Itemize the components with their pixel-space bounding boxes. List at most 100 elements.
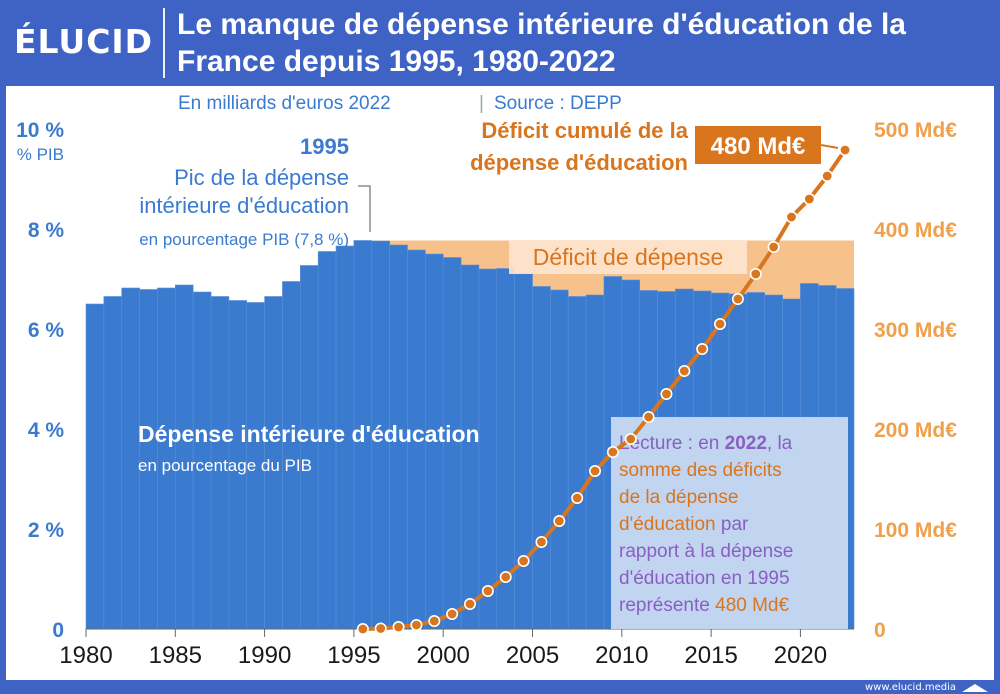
peak-year-label: 1995 bbox=[300, 134, 349, 159]
right-tick-label: 100 Md€ bbox=[874, 519, 957, 542]
left-tick-label: 8 % bbox=[28, 219, 65, 242]
lecture-line-5: rapport à la dépense bbox=[619, 541, 793, 562]
bar-1981 bbox=[103, 296, 123, 630]
header-divider bbox=[163, 8, 165, 78]
lecture-text-segment: rapport à la dépense bbox=[619, 541, 793, 562]
cumulative-value-label: 480 Md€ bbox=[711, 133, 806, 160]
peak-label-small: en pourcentage PIB (7,8 %) bbox=[139, 230, 349, 249]
deficit-label-bg bbox=[509, 240, 747, 274]
cumulative-point-1997 bbox=[392, 620, 405, 633]
cumulative-point-1995 bbox=[356, 622, 369, 635]
bar-2002 bbox=[478, 268, 498, 630]
bar-series-sublabel: en pourcentage du PIB bbox=[138, 456, 312, 475]
cumulative-label-line-2: dépense d'éducation bbox=[470, 150, 688, 175]
lecture-text-segment: d'éducation en 1995 bbox=[619, 568, 790, 589]
bar-2006 bbox=[550, 289, 569, 630]
cumulative-point-2003 bbox=[499, 570, 512, 583]
lecture-text-segment: 2022 bbox=[725, 433, 767, 454]
chart: 1980 1985 1990 1995 2000 2005 2010 2015 2020 0 2 %… bbox=[16, 93, 957, 669]
lecture-text-segment: représente bbox=[619, 595, 715, 616]
right-tick-label: 400 Md€ bbox=[874, 219, 957, 242]
x-tick-label-2000: 2000 bbox=[417, 642, 470, 669]
bar-1982 bbox=[121, 287, 140, 630]
cumulative-point-2009 bbox=[606, 445, 619, 458]
x-tick-label-2010: 2010 bbox=[595, 642, 648, 669]
left-tick-label: 10 % bbox=[16, 119, 64, 142]
cumulative-point-2012 bbox=[660, 387, 673, 400]
website-url[interactable]: www.elucid.media bbox=[864, 682, 956, 693]
lecture-text-segment: de la dépense bbox=[619, 487, 738, 508]
cumulative-point-1998 bbox=[410, 618, 423, 631]
x-tick-label-2005: 2005 bbox=[506, 642, 559, 669]
cumulative-point-2001 bbox=[463, 597, 476, 610]
bar-2001 bbox=[460, 264, 480, 630]
left-tick-label: 6 % bbox=[28, 319, 65, 342]
cumulative-point-2016 bbox=[731, 293, 744, 306]
cumulative-point-2019 bbox=[785, 211, 798, 224]
header: ÉLUCID Le manque de dépense intérieure d… bbox=[0, 0, 1000, 86]
cumulative-point-2008 bbox=[589, 464, 602, 477]
peak-label-line-2: intérieure d'éducation bbox=[139, 193, 349, 218]
cumulative-value-badge bbox=[695, 126, 821, 164]
cumulative-point-2007 bbox=[571, 491, 584, 504]
cumulative-point-2014 bbox=[696, 342, 709, 355]
peak-connector bbox=[358, 185, 371, 232]
cumulative-point-2013 bbox=[678, 364, 691, 377]
cumulative-point-1999 bbox=[428, 614, 441, 627]
right-tick-label: 300 Md€ bbox=[874, 319, 957, 342]
cumulative-point-1996 bbox=[374, 622, 387, 635]
lecture-text-segment: 480 Md€ bbox=[715, 595, 789, 616]
cumulative-point-2011 bbox=[642, 410, 655, 423]
cumulative-point-2020 bbox=[803, 193, 816, 206]
bar-1992 bbox=[300, 265, 319, 630]
x-tick-label-1985: 1985 bbox=[149, 642, 202, 669]
left-tick-label: 4 % bbox=[28, 419, 65, 442]
lecture-line-4: d'éducation par bbox=[619, 514, 749, 535]
x-tick-label-2020: 2020 bbox=[774, 642, 827, 669]
right-tick-label: 500 Md€ bbox=[874, 119, 957, 142]
x-tick-label-1990: 1990 bbox=[238, 642, 291, 669]
lecture-line-7: représente 480 Md€ bbox=[619, 595, 789, 616]
bar-1980 bbox=[85, 303, 105, 630]
lecture-box bbox=[611, 417, 848, 629]
source: Source : DEPP bbox=[494, 93, 622, 114]
bar-2007 bbox=[567, 296, 587, 630]
lecture-text-segment: d'éducation bbox=[619, 514, 716, 535]
lecture-line-6: d'éducation en 1995 bbox=[619, 568, 790, 589]
cumulative-point-2010 bbox=[624, 432, 637, 445]
cumulative-label-line-1: Déficit cumulé de la bbox=[481, 118, 688, 143]
cumulative-point-2006 bbox=[553, 514, 566, 527]
lecture-line-1: Lecture : en 2022, la bbox=[619, 433, 793, 454]
lecture-text-segment: Lecture : en bbox=[619, 433, 725, 454]
cumulative-deficit-line bbox=[362, 148, 847, 631]
lecture-line-3: de la dépense bbox=[619, 487, 738, 508]
cumulative-value-connector bbox=[820, 144, 839, 149]
chart-panel: 1980 1985 1990 1995 2000 2005 2010 2015 2020 0 2 %… bbox=[6, 86, 994, 680]
peak-label-line-1: Pic de la dépense bbox=[174, 165, 349, 190]
lecture-text-segment: par bbox=[716, 514, 749, 535]
lecture-text-segment: , la bbox=[767, 433, 793, 454]
brand-mark-icon bbox=[962, 684, 988, 692]
cumulative-point-2004 bbox=[517, 554, 530, 567]
bar-2005 bbox=[532, 286, 551, 630]
x-tick-label-1980: 1980 bbox=[59, 642, 112, 669]
brand-logo: ÉLUCID bbox=[14, 22, 154, 61]
lecture-text-segment: somme des déficits bbox=[619, 460, 782, 481]
bar-2004 bbox=[514, 273, 533, 630]
right-tick-label: 200 Md€ bbox=[874, 419, 957, 442]
cumulative-point-2022 bbox=[839, 143, 852, 156]
cumulative-point-2018 bbox=[767, 241, 780, 254]
x-tick-label-1995: 1995 bbox=[327, 642, 380, 669]
cumulative-point-2000 bbox=[446, 607, 459, 620]
cumulative-point-2021 bbox=[821, 170, 834, 183]
cumulative-point-2015 bbox=[714, 318, 727, 331]
x-tick-label-2015: 2015 bbox=[684, 642, 737, 669]
lecture-line-2: somme des déficits bbox=[619, 460, 782, 481]
right-tick-label: 0 bbox=[874, 619, 886, 642]
left-tick-label: 2 % bbox=[28, 519, 65, 542]
subtitle-separator: | bbox=[479, 93, 484, 114]
left-axis-unit: % PIB bbox=[17, 145, 64, 164]
left-tick-label: 0 bbox=[52, 619, 64, 642]
bar-series-label: Dépense intérieure d'éducation bbox=[138, 421, 480, 447]
cumulative-point-2017 bbox=[749, 268, 762, 281]
